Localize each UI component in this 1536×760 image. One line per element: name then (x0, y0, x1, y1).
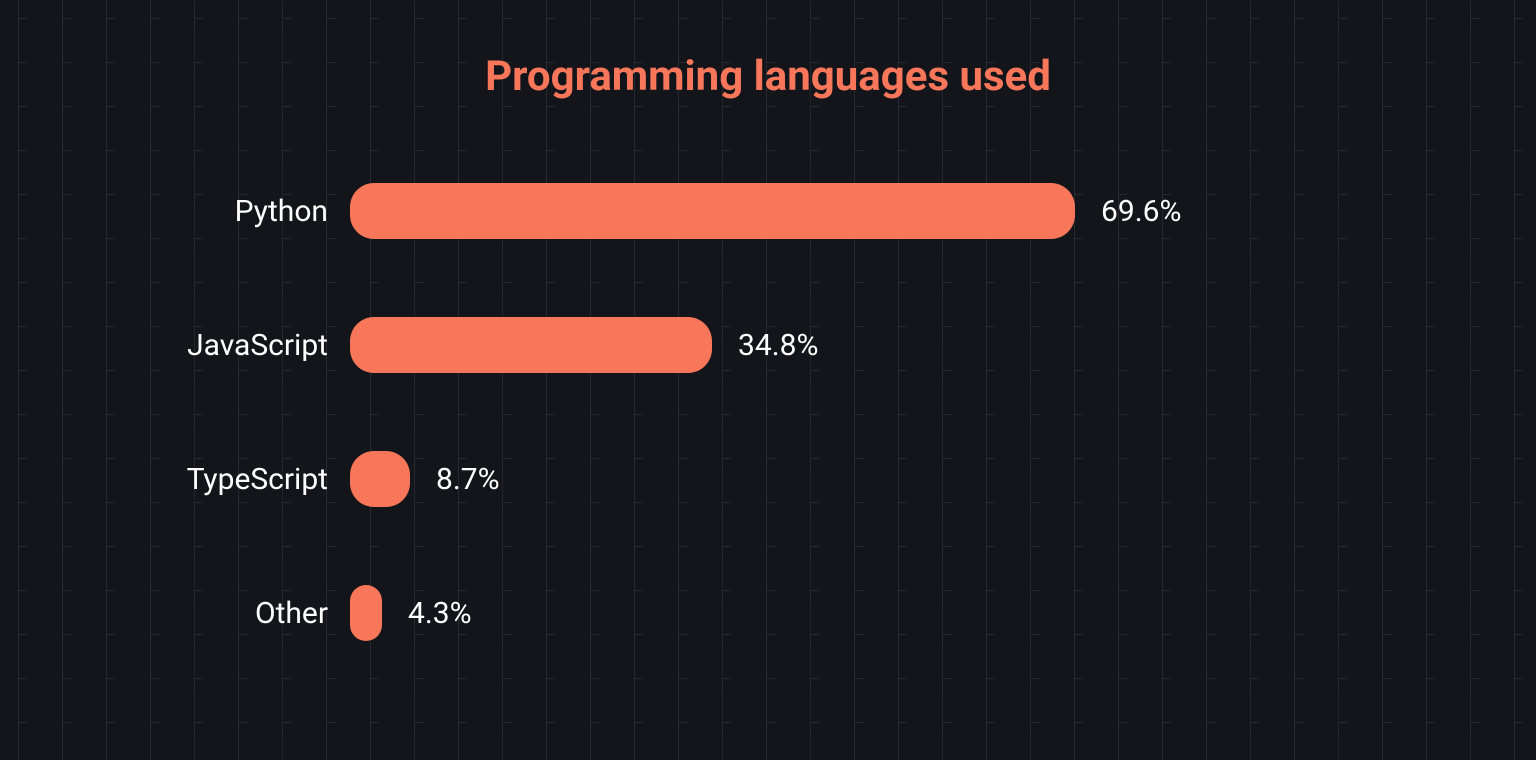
bar-label: TypeScript (140, 462, 350, 497)
bar-label: Python (140, 194, 350, 229)
bar-list: Python 69.6% JavaScript 34.8% TypeScript… (0, 183, 1536, 641)
bar-label: Other (140, 596, 350, 631)
bar-value: 69.6% (1075, 194, 1181, 229)
chart-title: Programming languages used (0, 52, 1536, 101)
bar-value: 4.3% (382, 596, 472, 631)
bar-fill (350, 317, 712, 373)
bar-fill (350, 451, 410, 507)
bar-row: TypeScript 8.7% (140, 451, 1396, 507)
bar-value: 8.7% (410, 462, 500, 497)
bar-value: 34.8% (712, 328, 818, 363)
bar-row: Python 69.6% (140, 183, 1396, 239)
bar-fill (350, 585, 382, 641)
bar-label: JavaScript (140, 328, 350, 363)
bar-fill (350, 183, 1075, 239)
chart-canvas: Programming languages used Python 69.6% … (0, 0, 1536, 760)
chart-content: Programming languages used Python 69.6% … (0, 0, 1536, 760)
bar-row: JavaScript 34.8% (140, 317, 1396, 373)
bar-row: Other 4.3% (140, 585, 1396, 641)
